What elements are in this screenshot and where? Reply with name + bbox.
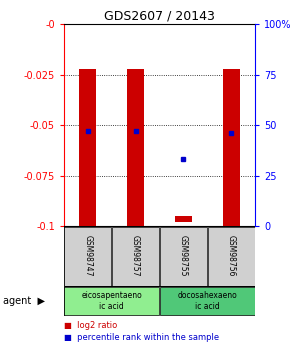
Title: GDS2607 / 20143: GDS2607 / 20143 bbox=[104, 10, 215, 23]
Text: GSM98747: GSM98747 bbox=[83, 235, 92, 277]
Bar bbox=[64, 227, 111, 286]
Text: agent  ▶: agent ▶ bbox=[3, 296, 45, 306]
Bar bbox=[79, 69, 96, 226]
Text: GSM98755: GSM98755 bbox=[179, 235, 188, 277]
Bar bbox=[208, 227, 255, 286]
Bar bbox=[160, 287, 255, 315]
Bar bbox=[64, 287, 159, 315]
Text: eicosapentaeno
ic acid: eicosapentaeno ic acid bbox=[81, 291, 142, 311]
Bar bbox=[175, 216, 192, 222]
Text: GSM98757: GSM98757 bbox=[131, 235, 140, 277]
Bar bbox=[127, 69, 144, 226]
Text: ■  percentile rank within the sample: ■ percentile rank within the sample bbox=[64, 333, 219, 342]
Text: docosahexaeno
ic acid: docosahexaeno ic acid bbox=[177, 291, 237, 311]
Bar bbox=[160, 227, 207, 286]
Bar bbox=[112, 227, 159, 286]
Text: ■  log2 ratio: ■ log2 ratio bbox=[64, 322, 117, 331]
Bar bbox=[223, 69, 240, 226]
Text: GSM98756: GSM98756 bbox=[227, 235, 236, 277]
